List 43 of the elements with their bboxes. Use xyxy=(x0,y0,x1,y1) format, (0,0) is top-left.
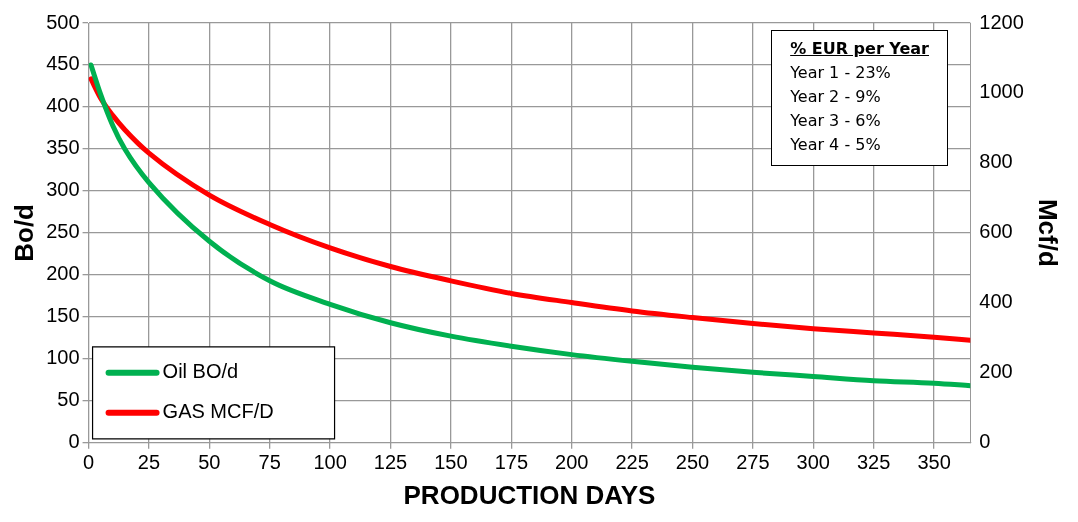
x-tick-label: 325 xyxy=(856,451,891,474)
x-tick-label: 75 xyxy=(258,451,281,474)
y-tick-label: 150 xyxy=(46,304,80,327)
x-tick-label: 0 xyxy=(83,451,95,474)
y-tick-label: 400 xyxy=(46,94,80,117)
y-tick-label: 500 xyxy=(46,10,80,33)
y2-tick-label: 1200 xyxy=(979,10,1024,33)
x-tick-label: 350 xyxy=(917,451,951,474)
legend-label: GAS MCF/D xyxy=(162,400,274,423)
annotation: Year 4 - 5% xyxy=(790,134,882,156)
x-tick-label: 100 xyxy=(313,451,347,474)
annotation: % EUR per Year xyxy=(790,38,929,60)
x-tick-label: 250 xyxy=(675,451,710,474)
y2-tick-label: 200 xyxy=(979,360,1013,383)
y-tick-label: 200 xyxy=(46,262,80,285)
x-tick-label: 150 xyxy=(434,451,468,474)
legend-label: Oil BO/d xyxy=(162,360,239,383)
y-tick-label: 250 xyxy=(46,220,80,243)
x-tick-label: 25 xyxy=(137,451,161,474)
y-tick-label: 450 xyxy=(46,52,80,75)
y-tick-label: 350 xyxy=(46,136,80,159)
x-tick-label: 50 xyxy=(198,451,221,474)
y-tick-label: 0 xyxy=(68,430,80,453)
y2-axis-title: Mcf/d xyxy=(1033,198,1064,267)
x-axis-title: PRODUCTION DAYS xyxy=(403,479,656,510)
y2-tick-label: 0 xyxy=(979,430,991,453)
annotation: Year 3 - 6% xyxy=(790,110,882,132)
y2-tick-label: 800 xyxy=(979,150,1013,173)
x-tick-label: 200 xyxy=(555,451,589,474)
x-tick-label: 175 xyxy=(494,451,529,474)
x-tick-label: 275 xyxy=(736,451,770,474)
y2-tick-label: 1000 xyxy=(979,80,1024,103)
annotation: Year 1 - 23% xyxy=(790,62,892,84)
x-tick-label: 125 xyxy=(373,451,408,474)
y-tick-label: 50 xyxy=(57,388,80,411)
x-tick-label: 225 xyxy=(615,451,649,474)
y2-tick-label: 600 xyxy=(979,220,1013,243)
y-tick-label: 100 xyxy=(46,346,80,369)
y-tick-label: 300 xyxy=(46,178,80,201)
y-axis-title: Bo/d xyxy=(8,204,39,262)
x-tick-label: 300 xyxy=(796,451,830,474)
y2-tick-label: 400 xyxy=(979,290,1013,313)
annotation: Year 2 - 9% xyxy=(790,86,882,108)
